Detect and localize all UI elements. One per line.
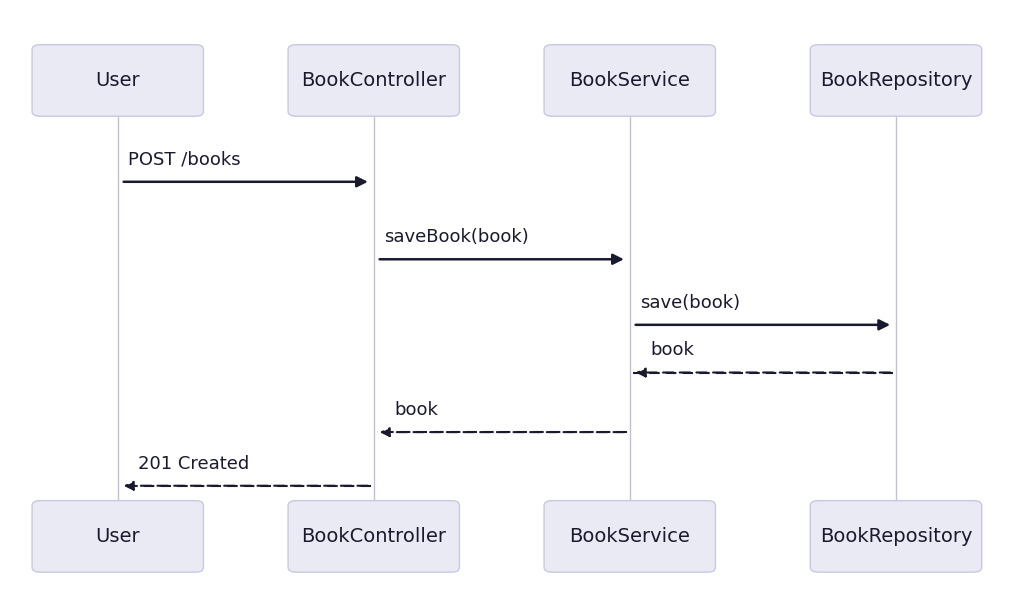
Text: saveBook(book): saveBook(book) xyxy=(384,228,528,246)
FancyBboxPatch shape xyxy=(32,501,204,572)
Text: BookService: BookService xyxy=(569,71,690,90)
Text: book: book xyxy=(394,401,438,419)
FancyBboxPatch shape xyxy=(544,501,716,572)
FancyBboxPatch shape xyxy=(810,501,982,572)
Text: 201 Created: 201 Created xyxy=(138,455,250,473)
FancyBboxPatch shape xyxy=(32,45,204,116)
FancyBboxPatch shape xyxy=(288,45,460,116)
Text: User: User xyxy=(95,71,140,90)
FancyBboxPatch shape xyxy=(288,501,460,572)
Text: POST /books: POST /books xyxy=(128,151,241,169)
Text: BookController: BookController xyxy=(301,71,446,90)
FancyBboxPatch shape xyxy=(810,45,982,116)
Text: BookRepository: BookRepository xyxy=(820,71,972,90)
Text: BookController: BookController xyxy=(301,527,446,546)
Text: BookRepository: BookRepository xyxy=(820,527,972,546)
FancyBboxPatch shape xyxy=(544,45,716,116)
Text: BookService: BookService xyxy=(569,527,690,546)
Text: book: book xyxy=(650,342,694,359)
Text: User: User xyxy=(95,527,140,546)
Text: save(book): save(book) xyxy=(640,294,740,312)
